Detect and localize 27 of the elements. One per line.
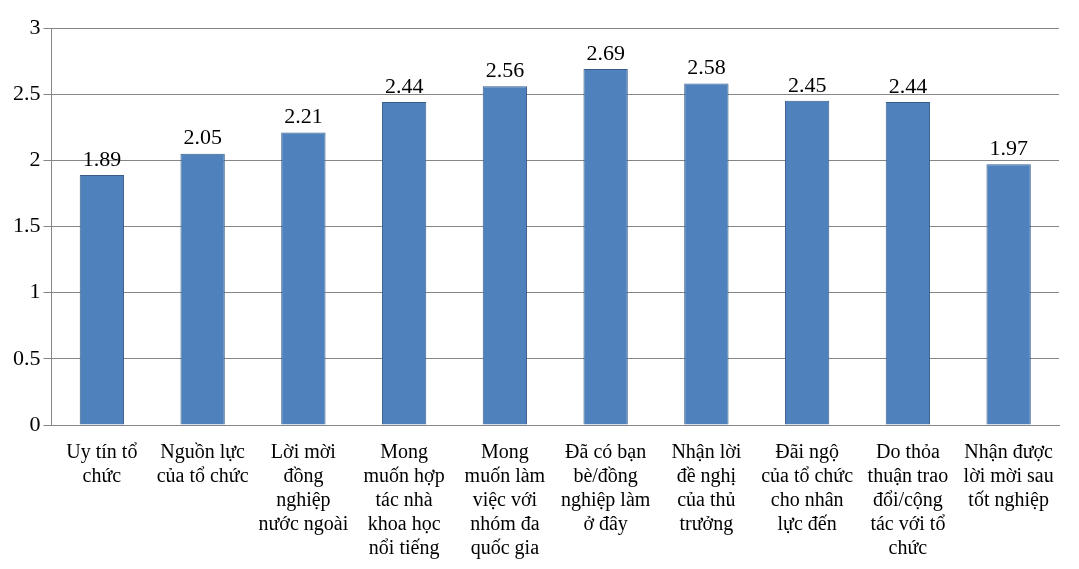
- x-tick-label: Nhận lời đề nghị của thủ trưởng: [671, 440, 742, 536]
- data-label: 2.56: [485, 57, 525, 83]
- y-tick-label: 1: [29, 278, 41, 304]
- x-tick-label: Uy tín tổ chức: [66, 440, 138, 487]
- x-tick-label: Do thỏa thuận trao đổi/cộng tác với tổ chức: [867, 440, 949, 559]
- x-tick-label: Lời mời đồng nghiệp nước ngoài: [258, 440, 349, 536]
- data-label: 1.89: [82, 145, 122, 171]
- y-tick-label: 2: [29, 146, 41, 172]
- y-tick-label: 1.5: [13, 212, 41, 238]
- y-tick-label: 3: [29, 13, 41, 39]
- data-label: 2.44: [888, 72, 928, 98]
- data-label: 2.21: [284, 103, 323, 129]
- data-label: 2.69: [586, 39, 625, 65]
- data-label: 2.05: [183, 124, 222, 150]
- y-tick-label: 0.5: [13, 344, 41, 370]
- data-label: 2.58: [687, 54, 726, 80]
- data-label: 2.45: [787, 71, 827, 97]
- x-tick-label: Nhận được lời mời sau tốt nghiệp: [963, 440, 1054, 512]
- x-tick-label: Nguồn lực của tổ chức: [156, 440, 249, 487]
- x-tick-label: Mong muốn làm việc với nhóm đa quốc gia: [464, 440, 546, 560]
- data-label: 1.97: [989, 135, 1028, 161]
- y-tick-label: 2.5: [13, 79, 41, 105]
- y-tick-label: 0: [29, 410, 41, 436]
- data-label: 2.44: [384, 72, 424, 98]
- x-tick-label: Đãi ngộ của tổ chức cho nhân lực đến: [761, 440, 854, 535]
- x-tick-label: Đã có bạn bè/đồng nghiệp làm ở đây: [560, 440, 651, 536]
- x-tick-label: Mong muốn hợp tác nhà khoa học nổi tiếng: [363, 440, 445, 560]
